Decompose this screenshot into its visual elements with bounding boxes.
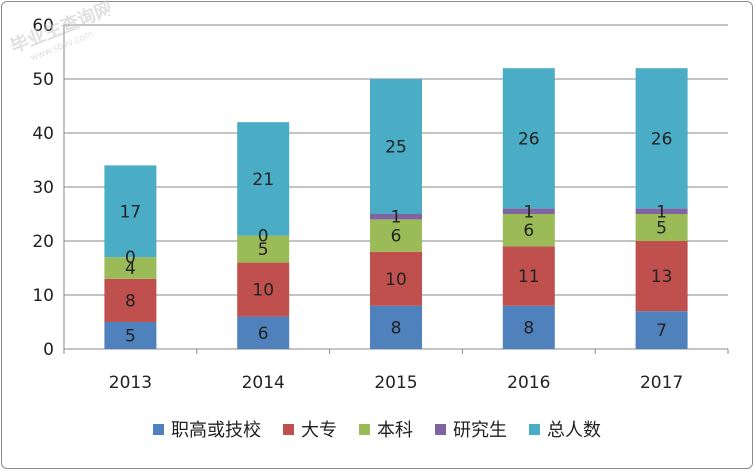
data-label: 0 [125,248,136,268]
bars [104,68,688,349]
bar-segment [104,257,157,279]
y-tick-label: 0 [43,340,54,360]
y-tick-label: 40 [32,124,54,144]
x-tick-label: 2017 [640,373,683,393]
bar-segment [635,241,688,312]
data-label: 26 [651,129,673,149]
legend-label: 大专 [301,420,337,441]
watermark-logo: 毕业生查询网 www.sbvv.com [7,0,110,60]
y-tick-label: 30 [32,178,54,198]
x-tick-label: 2015 [374,373,417,393]
legend-swatch [435,424,446,435]
data-label: 1 [523,202,534,222]
legend-swatch [283,424,294,435]
data-label: 21 [252,170,274,190]
data-label: 5 [656,219,667,239]
y-tick-label: 10 [32,286,54,306]
legend-swatch [359,424,370,435]
data-label: 4 [125,259,136,279]
bar-segment [104,322,157,349]
data-label: 0 [258,227,269,247]
data-label: 11 [518,267,540,287]
data-label: 17 [120,202,142,222]
data-label: 6 [391,227,402,247]
legend-label: 研究生 [453,420,507,441]
bar-segment [502,208,555,214]
data-label: 8 [391,318,402,338]
bar-segment [104,165,157,258]
legend-label: 总人数 [547,420,601,441]
bar-segment [635,208,688,214]
bar-segment [104,278,157,322]
data-label: 8 [125,291,136,311]
bar-segment [237,316,290,349]
bar-segment [237,122,290,236]
data-label: 10 [385,270,407,290]
bar-segment [502,68,555,209]
x-tick-label: 2014 [242,373,285,393]
y-tick-label: 20 [32,232,54,252]
bar-segment [370,219,422,252]
data-label: 26 [518,129,540,149]
bar-segment [502,305,555,349]
y-tick-label: 60 [32,16,54,36]
bar-segment [635,311,688,349]
data-label: 25 [385,138,407,158]
data-label: 7 [656,321,667,341]
data-label: 8 [523,318,534,338]
bar-segment [502,246,555,306]
data-label: 6 [523,221,534,241]
bar-segment [370,251,422,306]
bar-segment [502,214,555,247]
legend-swatch [529,424,540,435]
legend-swatch [153,424,164,435]
y-tick-label: 50 [32,70,54,90]
bar-segment [237,235,290,263]
bar-segment [370,214,422,220]
bar-segment [370,305,422,349]
data-label: 6 [258,324,269,344]
bar-segment [635,214,688,241]
bar-segment [370,79,422,214]
bar-segment [635,68,688,209]
data-label: 5 [258,240,269,260]
legend-label: 本科 [377,420,413,441]
legend: 职高或技校 大专 本科 研究生 总人数 [153,420,601,441]
x-tick-label: 2013 [109,373,152,393]
data-label: 1 [656,202,667,222]
data-label: 5 [125,327,136,347]
data-label: 1 [391,208,402,228]
legend-label: 职高或技校 [171,420,261,441]
x-tick-label: 2016 [507,373,550,393]
data-label: 10 [252,281,274,301]
data-label: 13 [651,267,673,287]
bar-segment [237,262,290,317]
